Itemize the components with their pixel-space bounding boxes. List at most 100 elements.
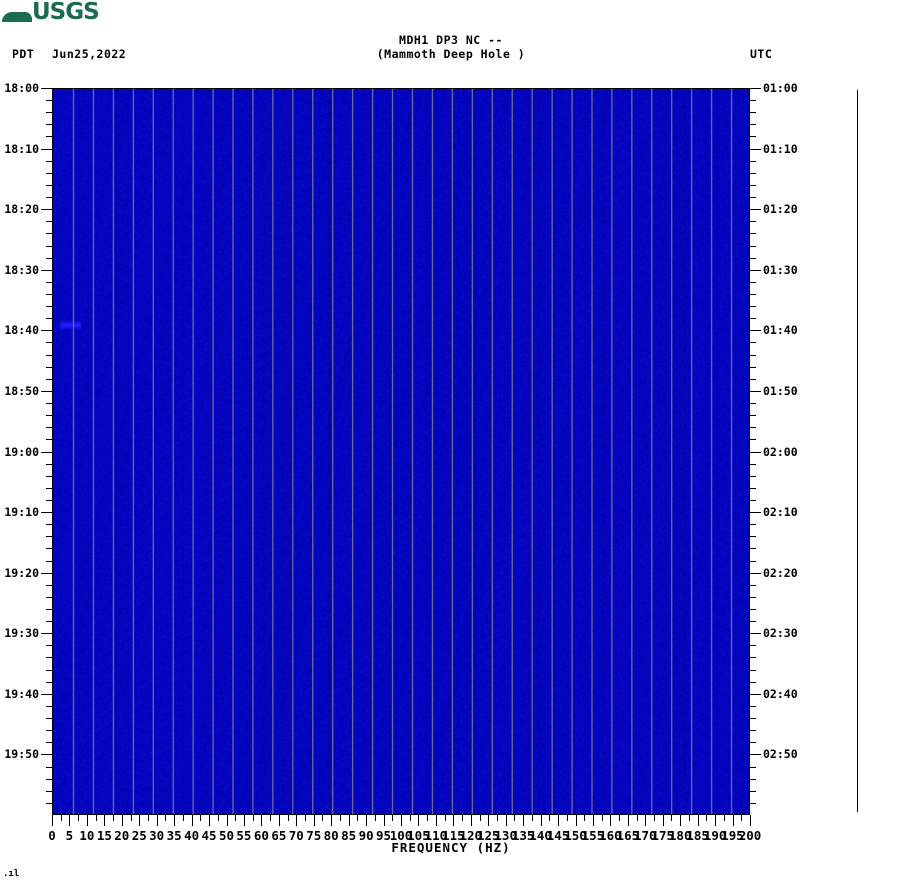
axis-tick-major	[750, 452, 761, 453]
freq-tick-minor	[706, 815, 707, 821]
axis-tick-minor	[46, 124, 52, 125]
axis-tick-minor	[46, 318, 52, 319]
freq-tick-minor	[637, 815, 638, 821]
corner-artifact-mark: .ıl	[3, 869, 20, 879]
freq-tick-major	[192, 815, 193, 826]
axis-tick-minor	[750, 536, 756, 537]
freq-tick-minor	[549, 815, 550, 821]
freq-tick-major	[453, 815, 454, 826]
frequency-axis-labels: 0 5 10 15 20 25 30 35 40 45 50 55 60 65 70 75 80 85 90 95 10…	[0, 829, 902, 843]
axis-tick-minor	[46, 294, 52, 295]
time-tick-label: 18:00	[4, 81, 39, 95]
freq-tick-major	[69, 815, 70, 826]
freq-tick-minor	[567, 815, 568, 821]
freq-tick-major	[104, 815, 105, 826]
freq-tick-major	[157, 815, 158, 826]
colorbar-outline	[857, 90, 858, 812]
axis-tick-minor	[750, 561, 756, 562]
axis-tick-major	[41, 573, 52, 574]
axis-tick-minor	[750, 258, 756, 259]
axis-tick-minor	[750, 342, 756, 343]
axis-tick-minor	[46, 233, 52, 234]
timezone-label-left: PDT	[12, 47, 35, 61]
time-tick-label: 01:20	[763, 202, 798, 216]
freq-tick-minor	[619, 815, 620, 821]
freq-tick-major	[715, 815, 716, 826]
time-tick-label: 19:30	[4, 626, 39, 640]
freq-tick-label: 110	[424, 828, 448, 843]
station-title: MDH1 DP3 NC --	[399, 33, 503, 47]
axis-tick-major	[750, 573, 761, 574]
spectrogram-image	[53, 89, 749, 814]
freq-tick-minor	[584, 815, 585, 821]
axis-tick-minor	[46, 161, 52, 162]
axis-tick-minor	[46, 112, 52, 113]
freq-tick-minor	[218, 815, 219, 821]
freq-tick-major	[349, 815, 350, 826]
axis-tick-minor	[750, 657, 756, 658]
freq-tick-minor	[200, 815, 201, 821]
axis-tick-minor	[750, 730, 756, 731]
time-tick-label: 01:30	[763, 263, 798, 277]
axis-tick-minor	[750, 439, 756, 440]
freq-tick-label: 135	[511, 828, 535, 843]
freq-tick-label: 40	[184, 828, 200, 843]
axis-tick-minor	[750, 100, 756, 101]
freq-tick-minor	[602, 815, 603, 821]
axis-tick-minor	[46, 645, 52, 646]
freq-tick-minor	[253, 815, 254, 821]
time-tick-label: 02:50	[763, 747, 798, 761]
axis-tick-major	[750, 694, 761, 695]
freq-tick-label: 145	[546, 828, 570, 843]
freq-tick-minor	[288, 815, 289, 821]
time-tick-label: 19:40	[4, 687, 39, 701]
axis-tick-major	[41, 330, 52, 331]
freq-tick-label: 80	[323, 828, 339, 843]
axis-tick-minor	[750, 379, 756, 380]
time-tick-label: 18:50	[4, 384, 39, 398]
freq-tick-major	[698, 815, 699, 826]
axis-tick-minor	[46, 464, 52, 465]
axis-tick-minor	[46, 173, 52, 174]
freq-tick-label: 25	[131, 828, 147, 843]
axis-tick-minor	[750, 670, 756, 671]
freq-tick-label: 95	[376, 828, 392, 843]
axis-tick-major	[41, 149, 52, 150]
axis-tick-minor	[46, 767, 52, 768]
axis-tick-major	[41, 88, 52, 89]
freq-tick-minor	[270, 815, 271, 821]
freq-tick-label: 75	[306, 828, 322, 843]
freq-tick-minor	[410, 815, 411, 821]
axis-tick-minor	[750, 645, 756, 646]
axis-tick-minor	[46, 585, 52, 586]
axis-tick-major	[41, 391, 52, 392]
freq-tick-major	[733, 815, 734, 826]
time-tick-label: 18:10	[4, 142, 39, 156]
freq-tick-label: 30	[149, 828, 165, 843]
freq-tick-minor	[392, 815, 393, 821]
spectrogram-plot-area[interactable]	[52, 88, 750, 815]
axis-tick-minor	[750, 779, 756, 780]
freq-tick-label: 130	[494, 828, 517, 843]
axis-tick-minor	[46, 355, 52, 356]
freq-tick-minor	[235, 815, 236, 821]
axis-tick-minor	[46, 657, 52, 658]
freq-tick-label: 165	[616, 828, 640, 843]
freq-tick-label: 120	[459, 828, 483, 843]
freq-tick-major	[261, 815, 262, 826]
time-tick-label: 19:00	[4, 445, 39, 459]
freq-tick-label: 105	[407, 828, 430, 843]
freq-tick-minor	[357, 815, 358, 821]
freq-tick-label: 175	[651, 828, 675, 843]
freq-tick-major	[645, 815, 646, 826]
freq-tick-major	[418, 815, 419, 826]
axis-tick-minor	[750, 524, 756, 525]
station-subtitle: (Mammoth Deep Hole )	[376, 47, 526, 61]
axis-tick-minor	[750, 706, 756, 707]
axis-tick-major	[41, 270, 52, 271]
axis-tick-major	[750, 512, 761, 513]
axis-tick-minor	[750, 548, 756, 549]
freq-tick-minor	[689, 815, 690, 821]
freq-tick-major	[663, 815, 664, 826]
freq-tick-label: 190	[703, 828, 727, 843]
